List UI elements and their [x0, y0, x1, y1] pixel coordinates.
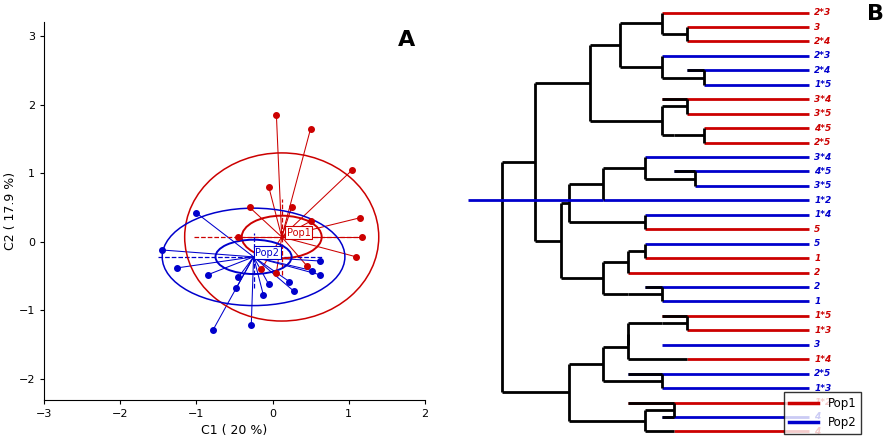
Text: 2*5: 2*5 [814, 369, 831, 378]
Text: 5: 5 [814, 225, 820, 234]
Text: 1*4: 1*4 [814, 355, 831, 364]
Text: B: B [867, 4, 884, 24]
Point [353, 214, 367, 221]
Point [269, 111, 283, 119]
Point [312, 258, 327, 265]
Point [312, 271, 327, 278]
Point [231, 234, 245, 241]
Text: 3*5: 3*5 [814, 182, 831, 190]
Point [171, 264, 185, 271]
Text: 2*4: 2*4 [814, 66, 831, 75]
Point [345, 166, 359, 173]
Point [305, 267, 319, 274]
Point [304, 125, 318, 132]
Text: 4: 4 [814, 427, 820, 436]
Text: 3*4: 3*4 [814, 152, 831, 162]
Point [189, 210, 204, 217]
Text: 1*3: 1*3 [814, 326, 831, 335]
Point [155, 246, 169, 254]
Text: 1*4: 1*4 [814, 210, 831, 219]
Y-axis label: C2 ( 17.9 %): C2 ( 17.9 %) [4, 172, 18, 250]
Text: 2*4: 2*4 [814, 37, 831, 46]
X-axis label: C1 ( 20 %): C1 ( 20 %) [202, 424, 267, 437]
Point [231, 274, 245, 281]
Text: 4: 4 [814, 412, 820, 421]
Point [282, 278, 296, 285]
Point [300, 262, 314, 270]
Text: 1: 1 [814, 254, 820, 262]
Point [262, 183, 276, 190]
Text: 4*5: 4*5 [814, 123, 831, 133]
Text: 2: 2 [814, 268, 820, 277]
Point [229, 285, 243, 292]
Point [206, 326, 220, 333]
Text: 2*5: 2*5 [814, 138, 831, 147]
Text: 1: 1 [814, 297, 820, 306]
Point [254, 266, 268, 273]
Point [257, 292, 271, 299]
Text: 1*5: 1*5 [814, 311, 831, 321]
Text: 1*5: 1*5 [814, 80, 831, 89]
Point [304, 218, 318, 225]
Point [242, 204, 257, 211]
Text: 2: 2 [814, 282, 820, 292]
Text: 3*4: 3*4 [814, 95, 831, 104]
Point [287, 288, 301, 295]
Text: 2*3: 2*3 [814, 8, 831, 17]
Point [355, 234, 369, 241]
Point [350, 254, 364, 261]
Point [262, 281, 276, 288]
Text: 1*2: 1*2 [814, 398, 831, 407]
Text: 1*2: 1*2 [814, 196, 831, 205]
Text: 3*5: 3*5 [814, 109, 831, 118]
Point [269, 269, 283, 276]
Text: 3: 3 [814, 23, 820, 32]
Text: A: A [398, 30, 415, 50]
Text: 4*5: 4*5 [814, 167, 831, 176]
Point [285, 204, 299, 211]
Point [244, 322, 258, 329]
Point [201, 271, 215, 278]
Text: Pop1: Pop1 [287, 228, 311, 238]
Text: 2*3: 2*3 [814, 52, 831, 60]
Text: 5: 5 [814, 239, 820, 248]
Legend: Pop1, Pop2: Pop1, Pop2 [784, 392, 861, 434]
Text: 3: 3 [814, 340, 820, 349]
Text: 1*3: 1*3 [814, 384, 831, 392]
Text: Pop2: Pop2 [255, 248, 280, 258]
